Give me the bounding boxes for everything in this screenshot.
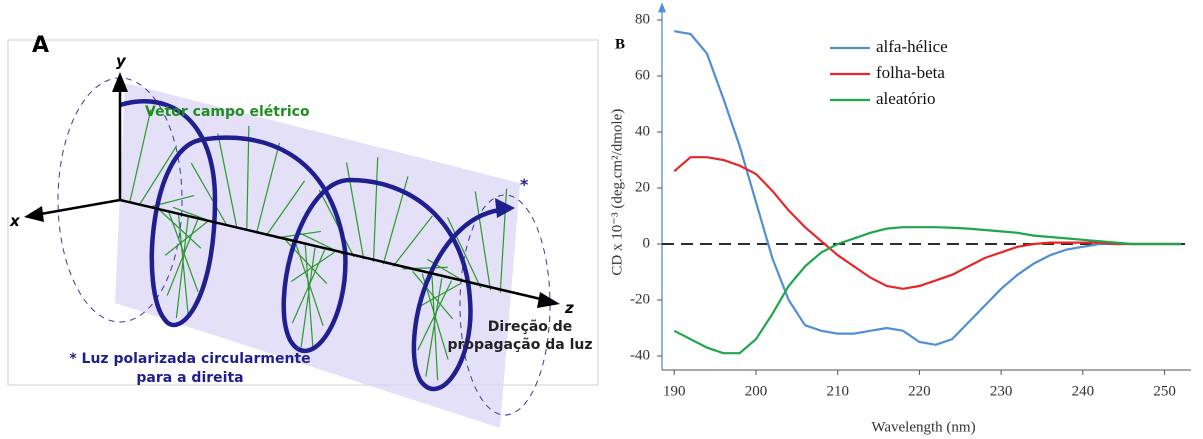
x-tick-label: 230 <box>990 383 1013 399</box>
helix <box>119 99 501 392</box>
y-tick-label: 60 <box>635 67 650 83</box>
field-vector <box>425 278 443 377</box>
field-vector <box>446 216 482 289</box>
cylinder <box>115 83 520 428</box>
x-axis-title: Wavelength (nm) <box>871 419 975 435</box>
x-tick-label: 250 <box>1153 383 1176 399</box>
axis-label: y <box>116 52 127 70</box>
field-vector <box>175 216 189 318</box>
panel-label: A <box>32 33 49 58</box>
y-tick-label: 40 <box>635 123 650 139</box>
field-vector <box>372 157 379 262</box>
x-tick-label: 210 <box>826 383 849 399</box>
note: para a direita <box>136 370 243 386</box>
field-vector <box>177 214 189 317</box>
axis-label: z <box>564 299 574 317</box>
field-vector <box>164 220 209 256</box>
direction-label: Direção de <box>488 319 573 335</box>
field-vector <box>138 145 178 206</box>
y-tick-label: -40 <box>630 347 650 363</box>
arrowhead <box>112 72 128 92</box>
series-line <box>674 30 1181 346</box>
z-axis <box>119 198 546 302</box>
direction-label: propagação da luz <box>448 337 593 353</box>
y-tick-label: 20 <box>635 179 650 195</box>
series-line <box>673 156 1181 290</box>
x-tick-label: 220 <box>908 383 931 399</box>
field-vector <box>392 215 433 267</box>
field-vector <box>265 180 306 236</box>
legend-label: aleatório <box>876 89 935 108</box>
field-vector <box>318 189 355 258</box>
field-vector <box>300 247 316 348</box>
axis-label: x <box>9 212 21 230</box>
arrowhead <box>537 292 560 308</box>
field-label: Vetor campo elétrico <box>145 104 310 120</box>
field-vector <box>290 251 335 283</box>
field-vector <box>474 191 492 291</box>
panel-a: A y x z Vetor campo elétrico * Direção d… <box>7 33 599 428</box>
field-vector <box>417 282 462 309</box>
note: * Luz polarizada circularmente <box>69 351 310 367</box>
field-vector <box>246 125 250 231</box>
x-tick-label: 200 <box>745 383 768 399</box>
field-vector <box>255 142 280 234</box>
y-axis-title: CD x 10⁻³ (deg.cm²/dmole) <box>609 109 625 276</box>
field-vector <box>129 109 152 203</box>
legend-label: alfa-hélice <box>876 37 948 56</box>
series-line <box>673 226 1181 355</box>
panel-frame <box>7 39 599 386</box>
marker: * <box>520 175 529 194</box>
field-vector <box>166 218 199 296</box>
legend-label: folha-beta <box>876 63 945 82</box>
field-vector <box>168 211 199 292</box>
x-axis <box>34 198 121 217</box>
y-tick-label: 0 <box>643 235 651 251</box>
y-axis-arrow <box>658 2 666 13</box>
field-vector <box>431 275 439 381</box>
helix-arrowhead <box>495 198 515 218</box>
arrowhead <box>24 206 44 222</box>
field-vector <box>217 133 238 229</box>
field-vector <box>304 245 314 349</box>
y-tick-label: 80 <box>635 11 650 27</box>
y-tick-label: -20 <box>630 291 650 307</box>
panel-label: B <box>615 36 625 52</box>
x-tick-label: 240 <box>1072 383 1095 399</box>
x-tick-label: 190 <box>663 383 686 399</box>
field-vector <box>190 162 228 227</box>
